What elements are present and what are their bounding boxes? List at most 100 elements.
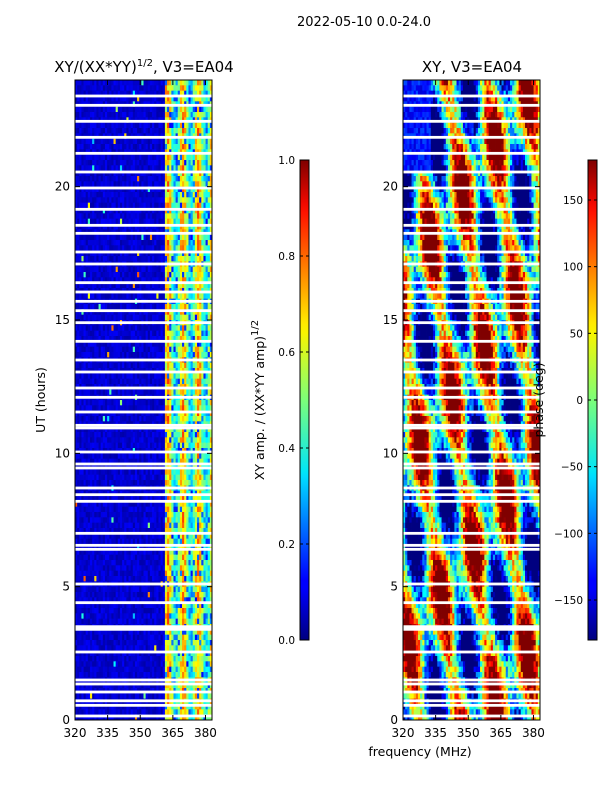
heatmap-cell [171, 304, 174, 310]
heatmap-cell [207, 90, 211, 97]
heatmap-cell [147, 234, 151, 241]
heatmap-cell [87, 474, 91, 481]
heatmap-cell [92, 309, 95, 316]
heatmap-cell [207, 389, 211, 396]
heatmap-cell [79, 277, 82, 284]
heatmap-cell [190, 272, 194, 278]
heatmap-cell [117, 186, 121, 193]
heatmap-cell [152, 314, 155, 321]
heatmap-cell [209, 240, 212, 246]
heatmap-cell [160, 208, 164, 214]
heatmap-cell [209, 325, 212, 332]
heatmap-cell [209, 112, 212, 118]
heatmap-cell [156, 90, 159, 97]
heatmap-cell [107, 176, 110, 182]
heatmap-cell [179, 304, 183, 310]
heatmap-cell [154, 224, 157, 230]
heatmap-cell [184, 442, 187, 449]
heatmap-cell [81, 245, 84, 252]
heatmap-cell [186, 304, 189, 310]
heatmap-cell [81, 96, 84, 102]
heatmap-cell [152, 480, 155, 486]
heatmap-cell [169, 437, 172, 444]
heatmap-cell [186, 272, 189, 278]
heatmap-cell [141, 202, 144, 209]
heatmap-cell [197, 389, 200, 396]
heatmap-cell [122, 474, 125, 481]
heatmap-cell [141, 480, 144, 486]
heatmap-cell [79, 442, 82, 449]
heatmap-cell [182, 336, 185, 342]
heatmap-cell [190, 224, 194, 230]
heatmap-cell [124, 304, 127, 310]
heatmap-cell [197, 410, 200, 417]
heatmap-cell [141, 224, 144, 230]
heatmap-cell [113, 218, 117, 225]
heatmap-cell [171, 426, 174, 433]
heatmap-cell [96, 240, 99, 246]
heatmap-cell [158, 389, 162, 396]
heatmap-cell [158, 128, 162, 134]
heatmap-cell [175, 437, 179, 444]
heatmap-cell [201, 213, 204, 220]
heatmap-cell [169, 346, 172, 353]
heatmap-cell [119, 128, 123, 134]
heatmap-cell [128, 112, 132, 118]
heatmap-cell [179, 202, 183, 209]
heatmap-cell [192, 405, 196, 412]
heatmap-cell [117, 410, 121, 417]
heatmap-cell [197, 224, 200, 230]
heatmap-cell [145, 90, 149, 97]
heatmap-cell [154, 437, 157, 444]
heatmap-cell [100, 309, 104, 316]
heatmap-cell [137, 309, 140, 316]
heatmap-cell [171, 373, 174, 380]
heatmap-cell [128, 208, 132, 214]
heatmap-cell [147, 213, 151, 220]
heatmap-cell [160, 245, 164, 252]
heatmap-cell [145, 458, 149, 465]
heatmap-cell [156, 325, 159, 332]
heatmap-cell [154, 432, 157, 438]
heatmap-cell [160, 282, 164, 289]
heatmap-cell [184, 352, 187, 358]
heatmap-cell [89, 208, 93, 214]
heatmap-cell [207, 154, 211, 161]
heatmap-cell [137, 469, 140, 476]
heatmap-cell [145, 208, 149, 214]
heatmap-cell [132, 277, 136, 284]
heatmap-cell [107, 432, 110, 438]
heatmap-cell [205, 480, 209, 486]
heatmap-cell [179, 293, 183, 300]
heatmap-cell [207, 416, 211, 422]
heatmap-cell [190, 234, 194, 241]
heatmap-cell [109, 272, 112, 278]
heatmap-cell [102, 293, 106, 300]
heatmap-cell [115, 410, 119, 417]
heatmap-cell [182, 346, 185, 353]
heatmap-cell [119, 304, 123, 310]
heatmap-cell [92, 138, 95, 145]
heatmap-cell [188, 138, 191, 145]
heatmap-cell [143, 437, 147, 444]
heatmap-cell [81, 309, 84, 316]
heatmap-cell [169, 304, 172, 310]
heatmap-cell [207, 250, 211, 257]
heatmap-cell [102, 325, 106, 332]
heatmap-cell [119, 170, 123, 177]
heatmap-cell [96, 144, 99, 150]
heatmap-cell [92, 122, 95, 129]
heatmap-cell [207, 85, 211, 92]
heatmap-cell [160, 170, 164, 177]
heatmap-cell [169, 128, 172, 134]
heatmap-cell [179, 197, 183, 204]
heatmap-cell [169, 469, 172, 476]
heatmap-cell [94, 245, 97, 252]
heatmap-cell [77, 282, 80, 289]
heatmap-cell [197, 234, 200, 241]
heatmap-cell [205, 90, 209, 97]
heatmap-cell [119, 208, 123, 214]
heatmap-cell [128, 314, 132, 321]
heatmap-cell [169, 202, 172, 209]
heatmap-cell [197, 437, 200, 444]
